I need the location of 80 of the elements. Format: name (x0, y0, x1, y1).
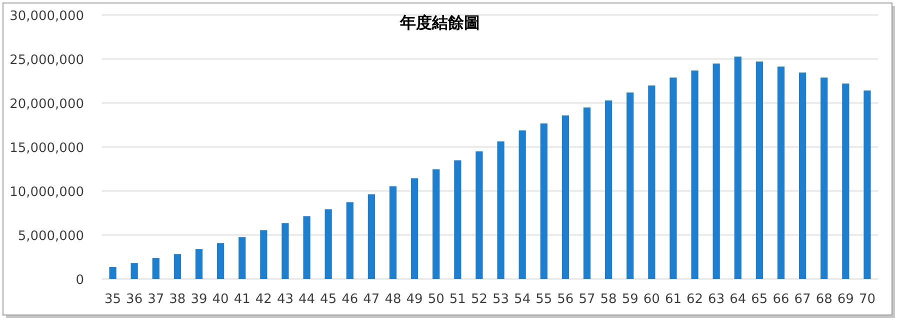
x-tick-label: 49 (406, 292, 423, 307)
bar (368, 194, 375, 279)
x-tick-label: 63 (708, 292, 725, 307)
bar (864, 90, 871, 279)
bar (260, 230, 268, 279)
bar (238, 237, 246, 279)
bar (691, 70, 698, 279)
y-tick-label: 10,000,000 (10, 185, 84, 200)
bar (842, 84, 850, 279)
x-tick-label: 37 (148, 292, 164, 307)
x-tick-label: 51 (449, 292, 466, 307)
bar (432, 169, 440, 279)
x-tick-label: 69 (837, 292, 854, 307)
bar (282, 223, 289, 279)
x-tick-label: 56 (557, 292, 574, 307)
bar (324, 209, 332, 279)
x-tick-label: 62 (686, 292, 704, 307)
bar (174, 254, 181, 279)
x-tick-label: 65 (751, 292, 768, 307)
bar (346, 202, 354, 279)
x-tick-label: 35 (104, 292, 122, 307)
x-tick-label: 42 (255, 292, 272, 307)
x-tick-label: 64 (730, 292, 746, 307)
bar (152, 258, 160, 279)
bar (777, 66, 785, 279)
bar (626, 92, 634, 279)
bar (605, 100, 612, 279)
bar (799, 72, 806, 279)
bar (454, 160, 462, 279)
x-tick-label: 48 (384, 292, 402, 307)
y-tick-label: 15,000,000 (10, 141, 84, 156)
x-tick-label: 57 (578, 292, 596, 307)
x-tick-label: 43 (276, 292, 294, 307)
chart-title: 年度結餘圖 (399, 13, 480, 32)
bar (712, 64, 720, 279)
x-tick-label: 68 (816, 292, 832, 307)
x-tick-label: 66 (772, 292, 790, 307)
x-tick-label: 67 (794, 292, 811, 307)
x-tick-label: 50 (428, 292, 444, 307)
y-tick-label: 25,000,000 (10, 53, 84, 68)
bar (518, 130, 526, 279)
x-tick-label: 61 (664, 292, 682, 307)
x-tick-label: 54 (514, 292, 531, 307)
bar (756, 62, 763, 279)
x-tick-label: 46 (342, 292, 358, 307)
x-tick-label: 36 (126, 292, 143, 307)
y-tick-label: 20,000,000 (10, 97, 84, 112)
x-tick-label: 38 (169, 292, 186, 307)
bar (411, 178, 418, 279)
x-tick-label: 44 (298, 292, 316, 307)
bar (303, 216, 310, 279)
bar (130, 263, 138, 279)
y-tick-label: 30,000,000 (10, 9, 84, 24)
y-tick-label: 5,000,000 (18, 229, 84, 244)
bar (734, 56, 742, 279)
x-tick-label: 70 (858, 292, 876, 307)
x-tick-label: 39 (190, 292, 208, 307)
y-tick-label: 0 (76, 273, 84, 288)
bar (476, 151, 483, 279)
x-tick-label: 58 (600, 292, 617, 307)
x-tick-label: 41 (234, 292, 250, 307)
x-tick-label: 59 (622, 292, 638, 307)
x-tick-label: 45 (320, 292, 337, 307)
bar (562, 115, 569, 279)
x-tick-label: 55 (536, 292, 552, 307)
x-tick-label: 53 (492, 292, 510, 307)
x-tick-label: 40 (212, 292, 229, 307)
bar (497, 141, 504, 279)
bar (109, 267, 116, 279)
bar (195, 249, 203, 279)
x-tick-label: 47 (363, 292, 380, 307)
x-tick-label: 60 (643, 292, 660, 307)
bar (217, 243, 224, 279)
bar (820, 78, 828, 279)
bar (648, 85, 656, 279)
bar (670, 78, 677, 279)
bar (540, 123, 548, 279)
bar (583, 107, 591, 279)
x-tick-label: 52 (470, 292, 488, 307)
bar (389, 186, 397, 279)
